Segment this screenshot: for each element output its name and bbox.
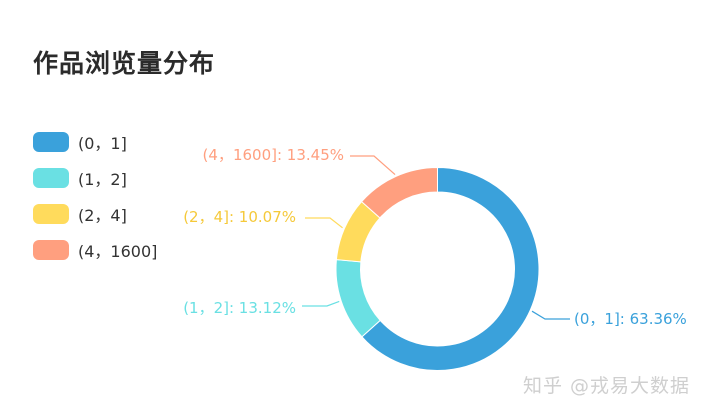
- legend-item-1-2[interactable]: (1，2]: [33, 167, 157, 189]
- legend-swatch-1-2: [33, 168, 69, 188]
- slice-label-2-4: (2，4]: 10.07%: [183, 208, 296, 226]
- watermark-text: 知乎 @戎易大数据: [523, 375, 691, 397]
- legend-swatch-4-1600: [33, 240, 69, 260]
- leader-line-1-2: [302, 300, 340, 307]
- donut-slice-4-1600[interactable]: [360, 166, 438, 219]
- legend-label-0-1: (0，1]: [78, 134, 127, 153]
- legend-item-4-1600[interactable]: (4，1600]: [33, 239, 157, 261]
- chart-legend: (0，1] (1，2] (2，4] (4，1600]: [33, 131, 157, 275]
- slice-label-0-1: (0，1]: 63.36%: [574, 310, 687, 328]
- leader-line-0-1: [531, 310, 570, 320]
- leader-line-2-4: [305, 217, 343, 229]
- legend-label-4-1600: (4，1600]: [78, 242, 158, 261]
- legend-label-1-2: (1，2]: [78, 170, 127, 189]
- leader-line-4-1600: [350, 155, 396, 176]
- legend-swatch-2-4: [33, 204, 69, 224]
- legend-item-2-4[interactable]: (2，4]: [33, 203, 157, 225]
- legend-label-2-4: (2，4]: [78, 206, 127, 225]
- donut-slice-0-1[interactable]: [361, 166, 540, 371]
- legend-swatch-0-1: [33, 132, 69, 152]
- chart-title: 作品浏览量分布: [33, 49, 216, 78]
- donut-slice-1-2[interactable]: [335, 259, 381, 338]
- legend-item-0-1[interactable]: (0，1]: [33, 131, 157, 153]
- slice-label-1-2: (1，2]: 13.12%: [183, 299, 296, 317]
- slice-label-4-1600: (4，1600]: 13.45%: [203, 146, 344, 164]
